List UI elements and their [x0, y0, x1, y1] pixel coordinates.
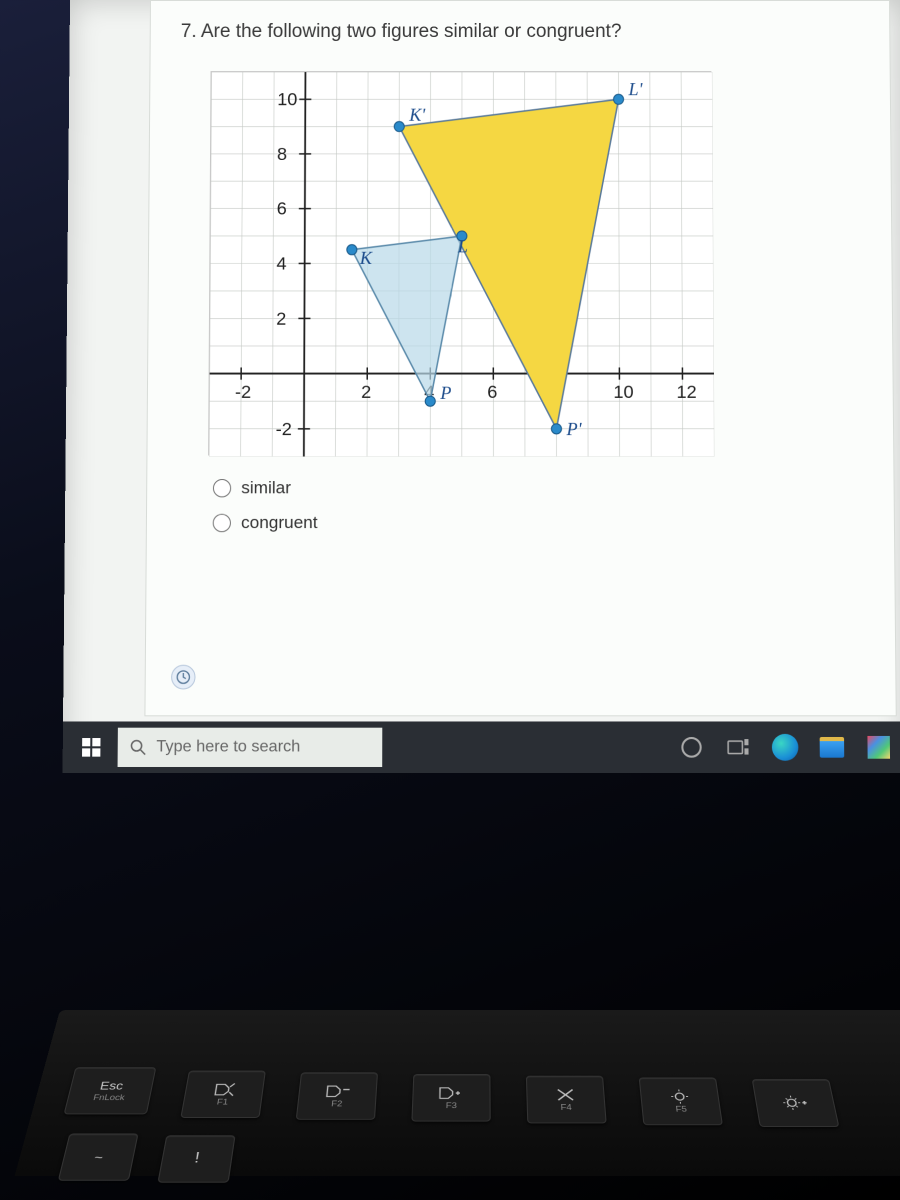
key-f5[interactable]: F5 — [639, 1077, 723, 1125]
task-view-button[interactable] — [716, 727, 761, 768]
search-placeholder: Type here to search — [156, 738, 300, 757]
svg-text:K': K' — [408, 104, 426, 124]
answer-options: similar congruent — [213, 478, 864, 533]
svg-text:2: 2 — [361, 382, 371, 402]
key-f2[interactable]: F2 — [296, 1072, 378, 1119]
windows-taskbar: Type here to search — [63, 721, 900, 773]
start-button[interactable] — [69, 727, 114, 768]
svg-text:K: K — [359, 248, 373, 268]
svg-text:L: L — [457, 236, 468, 256]
svg-text:8: 8 — [277, 144, 287, 164]
question-body: Are the following two figures similar or… — [201, 21, 622, 42]
quiz-content: 7. Are the following two figures similar… — [144, 0, 896, 716]
key-f6[interactable] — [752, 1079, 840, 1127]
svg-text:2: 2 — [276, 308, 286, 328]
question-text: 7. Are the following two figures similar… — [181, 21, 860, 43]
key-f3[interactable]: F3 — [411, 1074, 490, 1122]
svg-text:6: 6 — [487, 382, 497, 402]
svg-text:-2: -2 — [235, 382, 251, 402]
option-similar[interactable]: similar — [213, 478, 863, 498]
graph-svg: -224681012-2246810K'L'P'KLP — [209, 72, 714, 456]
option-label: similar — [241, 478, 291, 498]
svg-text:P': P' — [566, 419, 583, 439]
radio-icon — [213, 479, 231, 497]
key-tilde[interactable]: ~ — [58, 1133, 139, 1180]
option-label: congruent — [241, 513, 318, 533]
svg-text:-2: -2 — [276, 419, 292, 439]
svg-text:10: 10 — [613, 382, 633, 402]
timer-icon[interactable] — [171, 665, 196, 690]
store-button[interactable] — [856, 727, 900, 768]
laptop-screen: 7. Are the following two figures similar… — [63, 0, 900, 773]
svg-text:P: P — [439, 383, 451, 403]
edge-button[interactable] — [763, 727, 808, 768]
svg-text:6: 6 — [277, 199, 287, 219]
svg-text:10: 10 — [277, 89, 297, 109]
key-f4[interactable]: F4 — [526, 1076, 607, 1124]
svg-text:4: 4 — [276, 253, 286, 273]
svg-text:L': L' — [628, 79, 644, 99]
key-f1[interactable]: F1 — [180, 1071, 266, 1118]
option-congruent[interactable]: congruent — [213, 513, 864, 533]
key-1[interactable]: ! — [157, 1135, 235, 1182]
laptop-keyboard: Esc FnLock F1 F2 F3 F4 F5 ~ ! — [15, 1010, 900, 1176]
key-esc[interactable]: Esc FnLock — [64, 1067, 157, 1114]
search-icon — [130, 739, 146, 756]
cortana-button[interactable] — [669, 727, 714, 768]
taskbar-search[interactable]: Type here to search — [118, 728, 383, 767]
question-number: 7. — [181, 21, 197, 42]
radio-icon — [213, 514, 231, 532]
svg-text:12: 12 — [676, 382, 696, 402]
coordinate-graph: -224681012-2246810K'L'P'KLP — [208, 71, 713, 455]
explorer-button[interactable] — [809, 727, 854, 768]
